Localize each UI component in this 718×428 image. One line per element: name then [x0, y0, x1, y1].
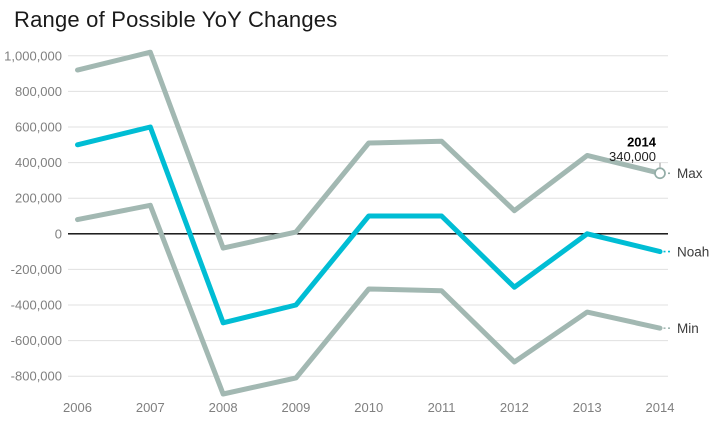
- y-axis-tick-label: 400,000: [15, 155, 62, 170]
- x-axis-tick-label: 2011: [428, 400, 456, 415]
- y-axis-tick-label: -200,000: [11, 262, 62, 277]
- y-axis-tick-label: -400,000: [11, 298, 62, 313]
- x-axis-tick-label: 2007: [136, 400, 165, 415]
- y-axis-tick-label: 800,000: [15, 84, 62, 99]
- x-axis-tick-label: 2006: [63, 400, 92, 415]
- series-line-max[interactable]: [75, 49, 663, 251]
- x-axis-tick-label: 2012: [500, 400, 529, 415]
- x-axis-tick-label: 2009: [281, 400, 310, 415]
- series-end-label-min: Min: [677, 321, 699, 336]
- y-axis-tick-label: -800,000: [11, 369, 62, 384]
- x-axis-tick-label: 2010: [354, 400, 383, 415]
- series-line-noah[interactable]: [75, 124, 663, 326]
- series-end-label-noah: Noah: [677, 244, 709, 259]
- x-axis-tick-label: 2014: [646, 400, 675, 415]
- series-line-min[interactable]: [75, 202, 663, 397]
- series-end-label-max: Max: [677, 166, 703, 181]
- x-axis-tick-label: 2013: [573, 400, 602, 415]
- y-axis-tick-label: 600,000: [15, 120, 62, 135]
- y-axis-tick-label: 1,000,000: [4, 48, 62, 63]
- annotation-year: 2014: [627, 134, 657, 149]
- annotation-value: 340,000: [609, 149, 656, 164]
- y-axis-tick-label: 200,000: [15, 191, 62, 206]
- y-axis-tick-label: -600,000: [11, 333, 62, 348]
- y-axis-tick-label: 0: [55, 226, 62, 241]
- chart-title: Range of Possible YoY Changes: [14, 7, 338, 32]
- max-endpoint-marker[interactable]: [654, 167, 666, 180]
- x-axis-tick-label: 2008: [209, 400, 238, 415]
